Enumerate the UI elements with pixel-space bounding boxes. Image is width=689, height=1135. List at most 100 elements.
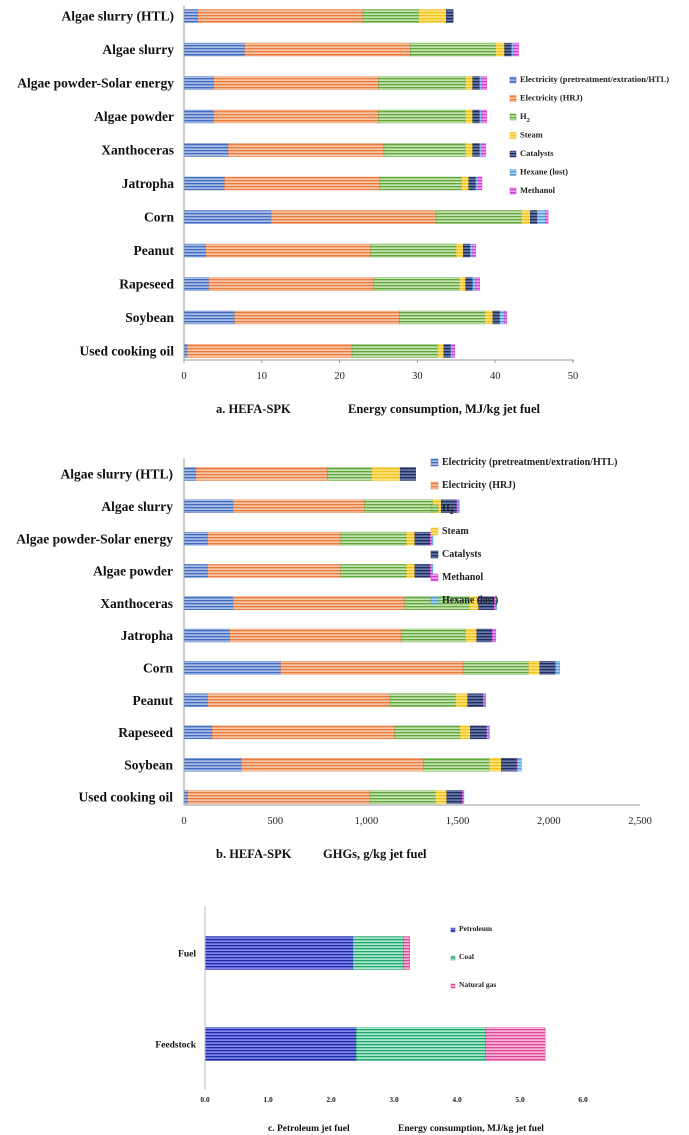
bar-xanthoceras-h2	[383, 143, 466, 157]
category-label-corn: Corn	[144, 210, 174, 225]
legend-subscript: 2	[527, 117, 530, 124]
bar-peanut-catalysts	[467, 693, 484, 707]
bar-algae-powder-solar-energy-electricity-hrj	[207, 531, 342, 546]
legend-swatch-hexane-lost	[509, 169, 517, 176]
bar-fuel-coal	[352, 936, 404, 970]
legend-swatch-methanol	[509, 187, 517, 195]
legend-text: Electricity (pretreatment/extration/HTL)	[520, 74, 669, 84]
bar-used-cooking-oil-steam	[435, 790, 447, 804]
bar-used-cooking-oil-h2	[369, 790, 436, 804]
legend-label-methanol: Methanol	[442, 572, 483, 583]
legend-subscript: 2	[450, 507, 454, 516]
bar-peanut-electricity-pretreatment-extration-htl	[183, 243, 206, 258]
bar-algae-powder-electricity-pretreatment-extration-htl	[183, 109, 214, 124]
panel-a-caption: a. HEFA-SPK	[216, 402, 291, 416]
bar-soybean-h2	[423, 758, 490, 772]
legend-label-hexane-lost: Hexane (lost)	[520, 167, 568, 177]
bar-algae-slurry-htl-electricity-hrj	[197, 9, 364, 23]
legend-swatch-electricity-hrj	[430, 481, 439, 490]
legend-text: Hexane (lost)	[442, 595, 498, 606]
legend-text: Catalysts	[520, 148, 554, 158]
panel-b-chart: Algae slurry (HTL) Algae slurry Algae powd…	[16, 457, 652, 861]
legend-label-h2: H2	[442, 503, 454, 516]
bar-algae-slurry-htl-electricity-pretreatment-extration-htl	[183, 9, 199, 23]
bar-algae-slurry-hexane-lost	[511, 42, 515, 57]
bar-rapeseed-catalysts	[470, 725, 487, 740]
category-label-algae-slurry-htl: Algae slurry (HTL)	[62, 9, 175, 24]
x-tick-label: 10	[257, 371, 268, 382]
legend-swatch-electricity-pretreatment-extration-htl	[430, 458, 439, 467]
legend-swatch-catalysts	[509, 150, 517, 158]
legend-swatch-steam	[509, 132, 517, 139]
bar-soybean-catalysts	[501, 758, 518, 772]
bar-algae-powder-solar-energy-electricity-pretreatment-extration-htl	[183, 531, 208, 546]
bar-soybean-steam	[489, 758, 502, 772]
category-label-algae-powder: Algae powder	[94, 109, 174, 124]
legend-text: Methanol	[442, 572, 483, 583]
bar-corn-electricity-hrj	[280, 661, 464, 675]
bar-algae-slurry-htl-steam	[418, 9, 447, 23]
x-tick-label: 0	[181, 371, 186, 382]
bar-soybean-h2	[399, 310, 486, 325]
legend-swatch-hexane-lost	[430, 596, 439, 605]
bar-rapeseed-methanol	[475, 277, 480, 291]
bar-soybean-electricity-hrj	[241, 758, 425, 772]
bar-used-cooking-oil-methanol	[452, 344, 455, 358]
bar-used-cooking-oil-catalysts	[443, 344, 452, 358]
panel-c-chart: Fuel Feedstock 0.0 1.0 2.0 3.0 4.0 5.0 6.0 Petr…	[155, 906, 588, 1134]
category-label-jatropha: Jatropha	[122, 176, 175, 191]
legend-label-steam: Steam	[520, 130, 543, 140]
bar-soybean-catalysts	[492, 310, 501, 325]
bar-feedstock-petroleum	[204, 1027, 357, 1061]
legend-swatch-catalysts	[430, 550, 439, 559]
legend-swatch-coal	[450, 955, 456, 961]
x-tick-label: 0.0	[200, 1095, 210, 1104]
category-label-used-cooking-oil: Used cooking oil	[78, 790, 173, 805]
bar-algae-slurry-h2	[364, 499, 434, 513]
bar-xanthoceras-hexane-lost	[479, 143, 483, 157]
bar-algae-powder-methanol	[481, 109, 487, 124]
bar-used-cooking-oil-electricity-hrj	[186, 344, 353, 358]
bar-fuel-petroleum	[204, 936, 354, 970]
bar-corn-h2	[435, 210, 522, 224]
panel-a-chart: Algae slurry (HTL) Algae slurry Algae powd…	[17, 6, 669, 416]
legend-label-hexane-lost: Hexane (lost)	[442, 595, 498, 606]
bar-algae-powder-solar-energy-electricity-pretreatment-extration-htl	[183, 76, 214, 90]
bar-algae-powder-solar-energy-catalysts	[414, 531, 431, 546]
bar-peanut-steam	[455, 693, 468, 707]
bar-used-cooking-oil-electricity-hrj	[187, 790, 371, 804]
bar-jatropha-methanol	[492, 628, 496, 643]
category-label-algae-slurry: Algae slurry	[102, 42, 174, 57]
bar-used-cooking-oil-electricity-pretreatment-extration-htl	[183, 790, 188, 804]
legend-swatch-electricity-pretreatment-extration-htl	[509, 76, 517, 84]
bar-peanut-methanol	[472, 243, 476, 258]
panel-c-caption: c. Petroleum jet fuel	[268, 1124, 350, 1134]
x-tick-label: 2,000	[537, 816, 561, 827]
category-label-algae-powder: Algae powder	[93, 564, 173, 579]
legend-label-steam: Steam	[442, 526, 469, 537]
bar-jatropha-h2	[379, 176, 462, 191]
bar-corn-steam	[528, 661, 540, 675]
bar-soybean-electricity-pretreatment-extration-htl	[183, 310, 235, 325]
bar-soybean-electricity-pretreatment-extration-htl	[183, 758, 242, 772]
legend-swatch-methanol	[430, 573, 439, 582]
category-label-algae-slurry-htl: Algae slurry (HTL)	[61, 467, 174, 482]
x-tick-label: 5.0	[515, 1095, 525, 1104]
bar-algae-slurry-catalysts	[504, 42, 512, 57]
legend-label-methanol: Methanol	[520, 185, 556, 195]
bar-corn-electricity-pretreatment-extration-htl	[183, 661, 281, 675]
category-label-peanut: Peanut	[134, 243, 175, 258]
bar-algae-slurry-electricity-pretreatment-extration-htl	[183, 42, 245, 57]
bar-soybean-methanol	[504, 310, 508, 325]
bar-peanut-h2	[389, 693, 456, 707]
x-tick-label: 0	[181, 816, 186, 827]
x-tick-label: 1,500	[446, 816, 470, 827]
legend-swatch-petroleum	[450, 927, 456, 933]
bar-corn-electricity-hrj	[270, 210, 437, 224]
bar-algae-slurry-electricity-hrj	[233, 499, 365, 513]
bar-xanthoceras-hexane-lost	[495, 596, 498, 610]
category-label-algae-powder-solar-energy: Algae powder-Solar energy	[17, 76, 174, 91]
bar-used-cooking-oil-steam	[437, 344, 445, 358]
legend-label-electricity-pretreatment-extration-htl: Electricity (pretreatment/extration/HTL)	[520, 74, 669, 84]
